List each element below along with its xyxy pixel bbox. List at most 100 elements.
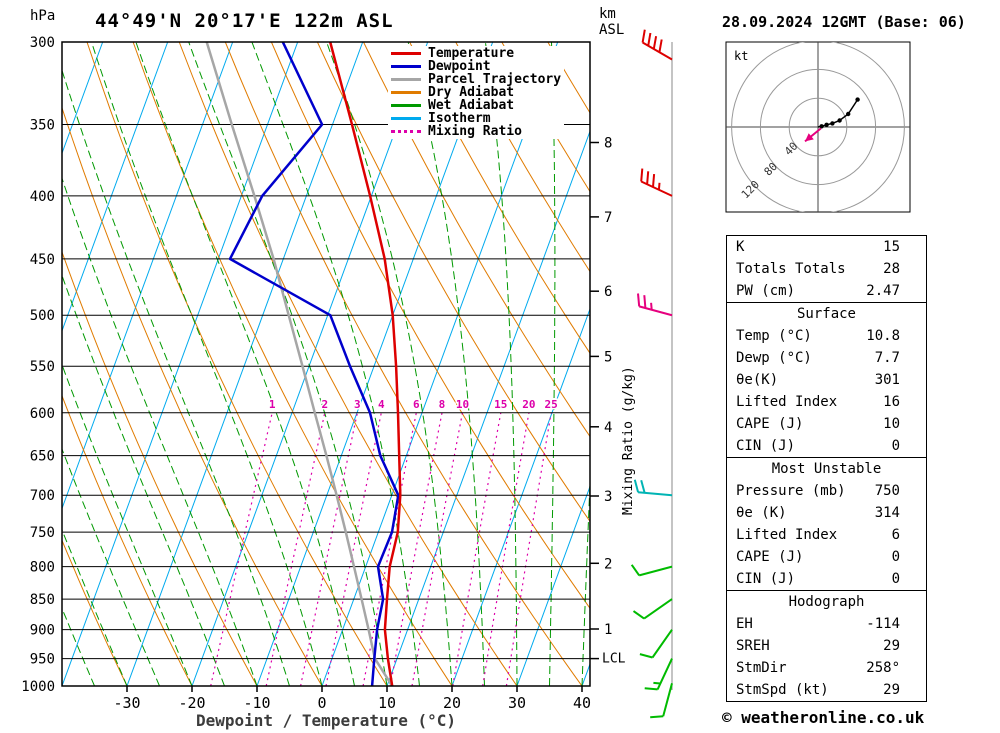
plot-border	[61, 41, 591, 687]
indices-table: K 15 Totals Totals 28 PW (cm) 2.47	[726, 235, 927, 303]
wind-barb	[650, 683, 673, 719]
stat-value: 0	[891, 549, 900, 565]
stat-row: CIN (J) 0	[727, 568, 926, 590]
stat-row: StmDir 258°	[727, 657, 926, 679]
most-unstable-table: Most Unstable Pressure (mb) 750 θe (K) 314…	[726, 457, 927, 591]
stat-label: StmDir	[736, 660, 787, 676]
stat-row: EH -114	[727, 613, 926, 635]
temp-tick-label: 10	[378, 694, 396, 712]
stat-row: Pressure (mb) 750	[727, 480, 926, 502]
isotherm-line	[516, 485, 590, 686]
stat-label: θe (K)	[736, 505, 787, 521]
stat-label: StmSpd (kt)	[736, 682, 829, 698]
stat-value: 314	[874, 505, 900, 521]
pressure-tick-label: 850	[30, 592, 55, 608]
stat-row: CIN (J) 0	[727, 435, 926, 457]
stat-row: Temp (°C) 10.8	[727, 325, 926, 347]
legend-line-wet-adiabat	[391, 104, 421, 107]
mixing-ratio-line	[265, 412, 326, 686]
mixing-ratio-value-label: 1	[269, 398, 276, 411]
stat-value: -114	[866, 616, 900, 632]
stat-label: CIN (J)	[736, 438, 796, 454]
mixing-ratio-value-label: 8	[439, 398, 446, 411]
stat-label: θe(K)	[736, 372, 779, 388]
hodograph-table: Hodograph EH -114 SREH 29 StmDir 258° StmSp…	[726, 590, 927, 702]
pressure-tick-label: 700	[30, 488, 55, 504]
km-tick-label: 5	[604, 349, 612, 365]
hodograph-table-title: Hodograph	[788, 594, 865, 610]
curve-temperature	[328, 42, 402, 686]
isotherm-line	[386, 129, 590, 686]
stat-row: PW (cm) 2.47	[727, 280, 926, 302]
mixing-ratio-labels: 1 2 3 4 6 8 10 15 20 25	[267, 396, 559, 412]
surface-table: Surface Temp (°C) 10.8 Dewp (°C) 7.7 θe(K)…	[726, 302, 927, 458]
hodograph-trace-point	[819, 124, 824, 129]
isotherm-line	[256, 42, 494, 686]
mixing-ratio-line	[411, 412, 464, 686]
km-tick-label: 4	[604, 420, 612, 436]
x-axis-title: Dewpoint / Temperature (°C)	[195, 711, 457, 730]
isotherm-line	[62, 42, 169, 333]
km-tick-label: 6	[604, 284, 612, 300]
wet-adiabat-line	[62, 176, 258, 686]
stat-row: Lifted Index 6	[727, 524, 926, 546]
temp-tick-label: -20	[178, 694, 205, 712]
pressure-tick-label: 650	[30, 449, 55, 465]
stat-value: 7.7	[874, 350, 900, 366]
legend-line-mixing-ratio	[391, 130, 421, 133]
lcl-label: LCL	[602, 652, 626, 667]
stat-label: Dewp (°C)	[736, 350, 812, 366]
pressure-tick-label: 550	[30, 359, 55, 375]
stat-value: 16	[883, 394, 900, 410]
stat-value: 28	[883, 261, 900, 277]
wind-barb	[641, 29, 673, 61]
most-unstable-table-title: Most Unstable	[771, 461, 882, 477]
stat-row: Dewp (°C) 7.7	[727, 347, 926, 369]
pressure-tick-label: 400	[30, 189, 55, 205]
copyright-link[interactable]: © weatheronline.co.uk	[722, 708, 925, 727]
legend-item-wet-adiabat: Wet Adiabat	[391, 98, 561, 113]
mixing-ratio-value-label: 3	[354, 398, 361, 411]
mixing-ratio-value-label: 2	[321, 398, 328, 411]
isotherm-line	[451, 307, 590, 686]
pressure-tick-label: 950	[30, 652, 55, 668]
km-tick-label: 3	[604, 489, 612, 505]
pressure-tick-label: 350	[30, 117, 55, 133]
stat-row: K 15	[727, 236, 926, 258]
stat-row: θe(K) 301	[727, 369, 926, 391]
stat-value: 10.8	[866, 328, 900, 344]
stat-value: 29	[883, 682, 900, 698]
wet-adiabat-line	[62, 447, 160, 686]
datetime-label: 28.09.2024 12GMT (Base: 06)	[722, 13, 966, 31]
pressure-tick-label: 750	[30, 525, 55, 541]
altitude-unit-km: km	[599, 6, 616, 22]
legend-item-temperature: Temperature	[391, 46, 561, 61]
stat-label: Totals Totals	[736, 261, 846, 277]
legend-line-isotherm	[391, 117, 421, 120]
storm-motion-arrowhead	[805, 133, 814, 142]
stat-label: CAPE (J)	[736, 416, 804, 432]
legend: Temperature Dewpoint Parcel Trajectory D…	[388, 46, 565, 139]
legend-line-dewpoint	[391, 65, 421, 68]
wind-barb-column	[630, 29, 673, 719]
mixing-ratio-value-label: 25	[545, 398, 558, 411]
hodograph-trace-point	[855, 97, 860, 102]
stat-value: 10	[883, 416, 900, 432]
temp-tick-label: 30	[508, 694, 526, 712]
pressure-tick-label: 300	[30, 35, 55, 51]
sounding-curves	[205, 42, 402, 686]
mixing-ratio-line	[210, 412, 273, 686]
altitude-unit-label: km ASL	[599, 6, 624, 38]
legend-line-parcel	[391, 78, 421, 81]
pressure-tick-label: 450	[30, 252, 55, 268]
wind-barb	[644, 658, 673, 691]
altitude-unit-asl: ASL	[599, 22, 625, 38]
page-title: 44°49'N 20°17'E 122m ASL	[95, 10, 394, 32]
km-tick-label: 8	[604, 135, 612, 151]
stat-label: Temp (°C)	[736, 328, 812, 344]
pressure-unit-label: hPa	[30, 8, 56, 24]
isotherm-line	[62, 42, 234, 510]
dry-adiabat-line	[409, 42, 590, 355]
legend-line-temperature	[391, 52, 421, 55]
